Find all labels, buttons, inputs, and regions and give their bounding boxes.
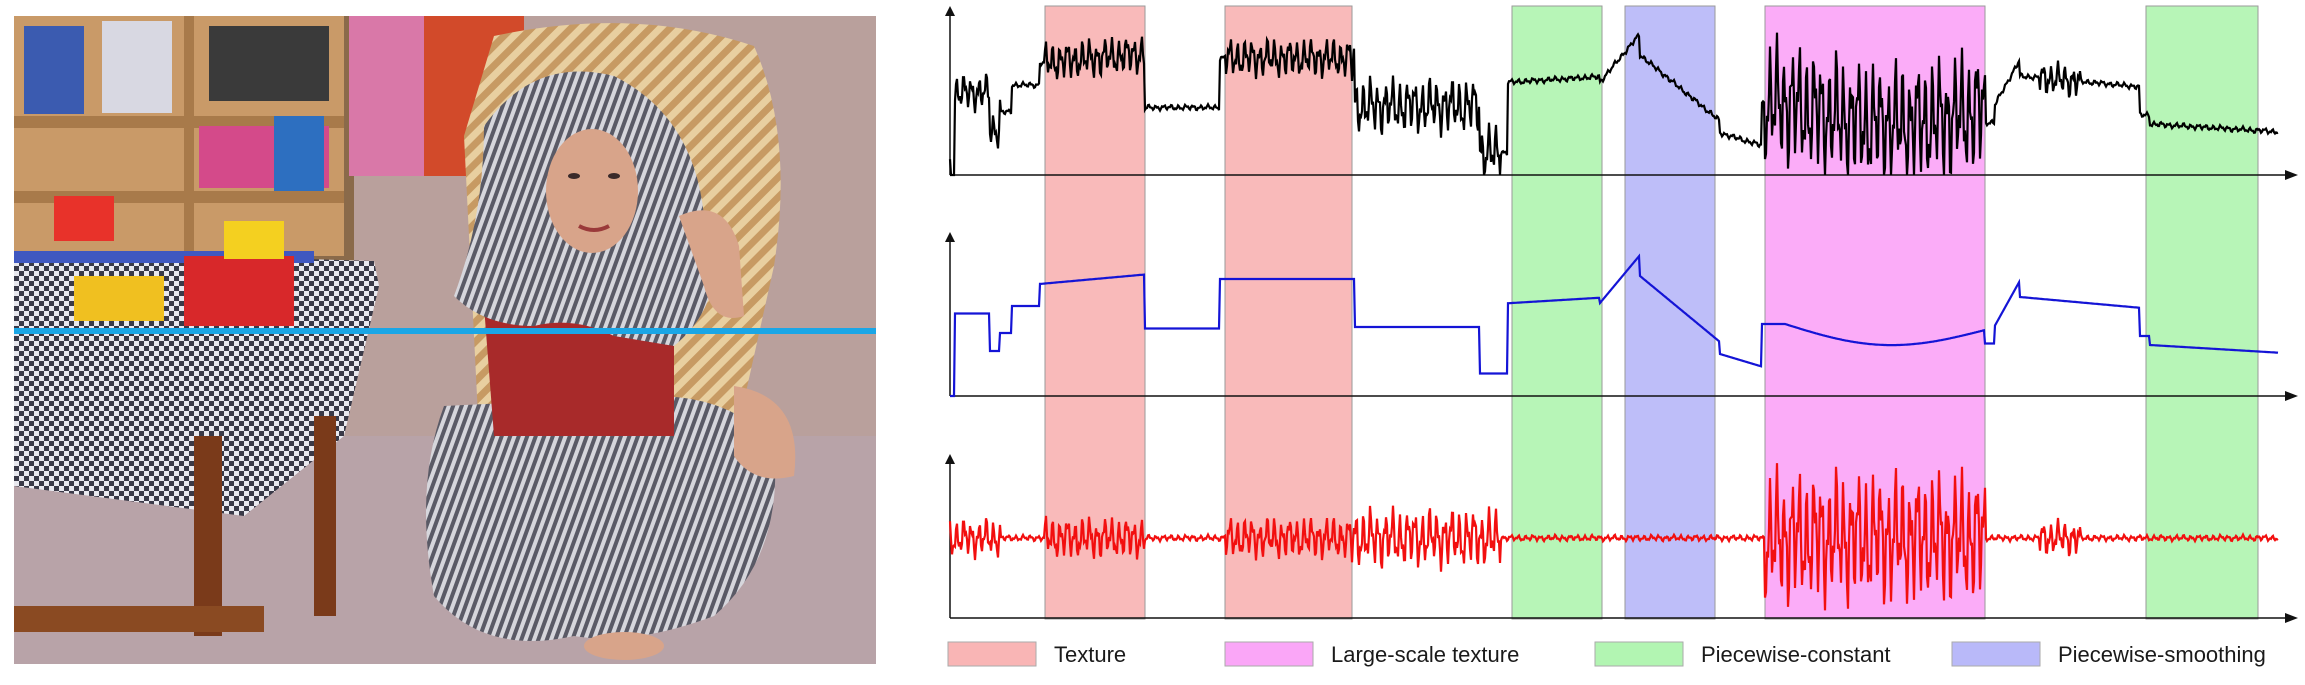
axes [945,6,2298,623]
signal-plots: Texture Large-scale texture Piecewise-cons… [945,5,2298,667]
x-axis-arrow-0 [2285,170,2298,180]
x-axis-arrow-1 [2285,391,2298,401]
region-band-3 [1624,5,1716,620]
signal-curves [948,32,2279,611]
region-bands [1044,5,2259,620]
texture-signal [948,463,2279,611]
legend-label-3: Piecewise-smoothing [2058,642,2266,667]
legend-label-0: Texture [1054,642,1126,667]
region-band-2 [1511,5,1603,620]
legend-swatch-0 [947,641,1037,667]
legend-swatch-3 [1951,641,2041,667]
y-axis-arrow-0 [945,6,955,16]
structure-signal [950,253,2279,398]
legend-swatch-2 [1594,641,1684,667]
x-axis-arrow-2 [2285,613,2298,623]
y-axis-arrow-2 [945,454,955,464]
region-band-1 [1224,5,1353,620]
barbara-photo [14,16,876,664]
legend: Texture Large-scale texture Piecewise-cons… [947,641,2266,667]
y-axis-arrow-1 [945,232,955,242]
region-band-5 [2145,5,2259,620]
legend-label-1: Large-scale texture [1331,642,1519,667]
legend-swatch-1 [1224,641,1314,667]
original-signal [948,32,2279,177]
legend-label-2: Piecewise-constant [1701,642,1891,667]
